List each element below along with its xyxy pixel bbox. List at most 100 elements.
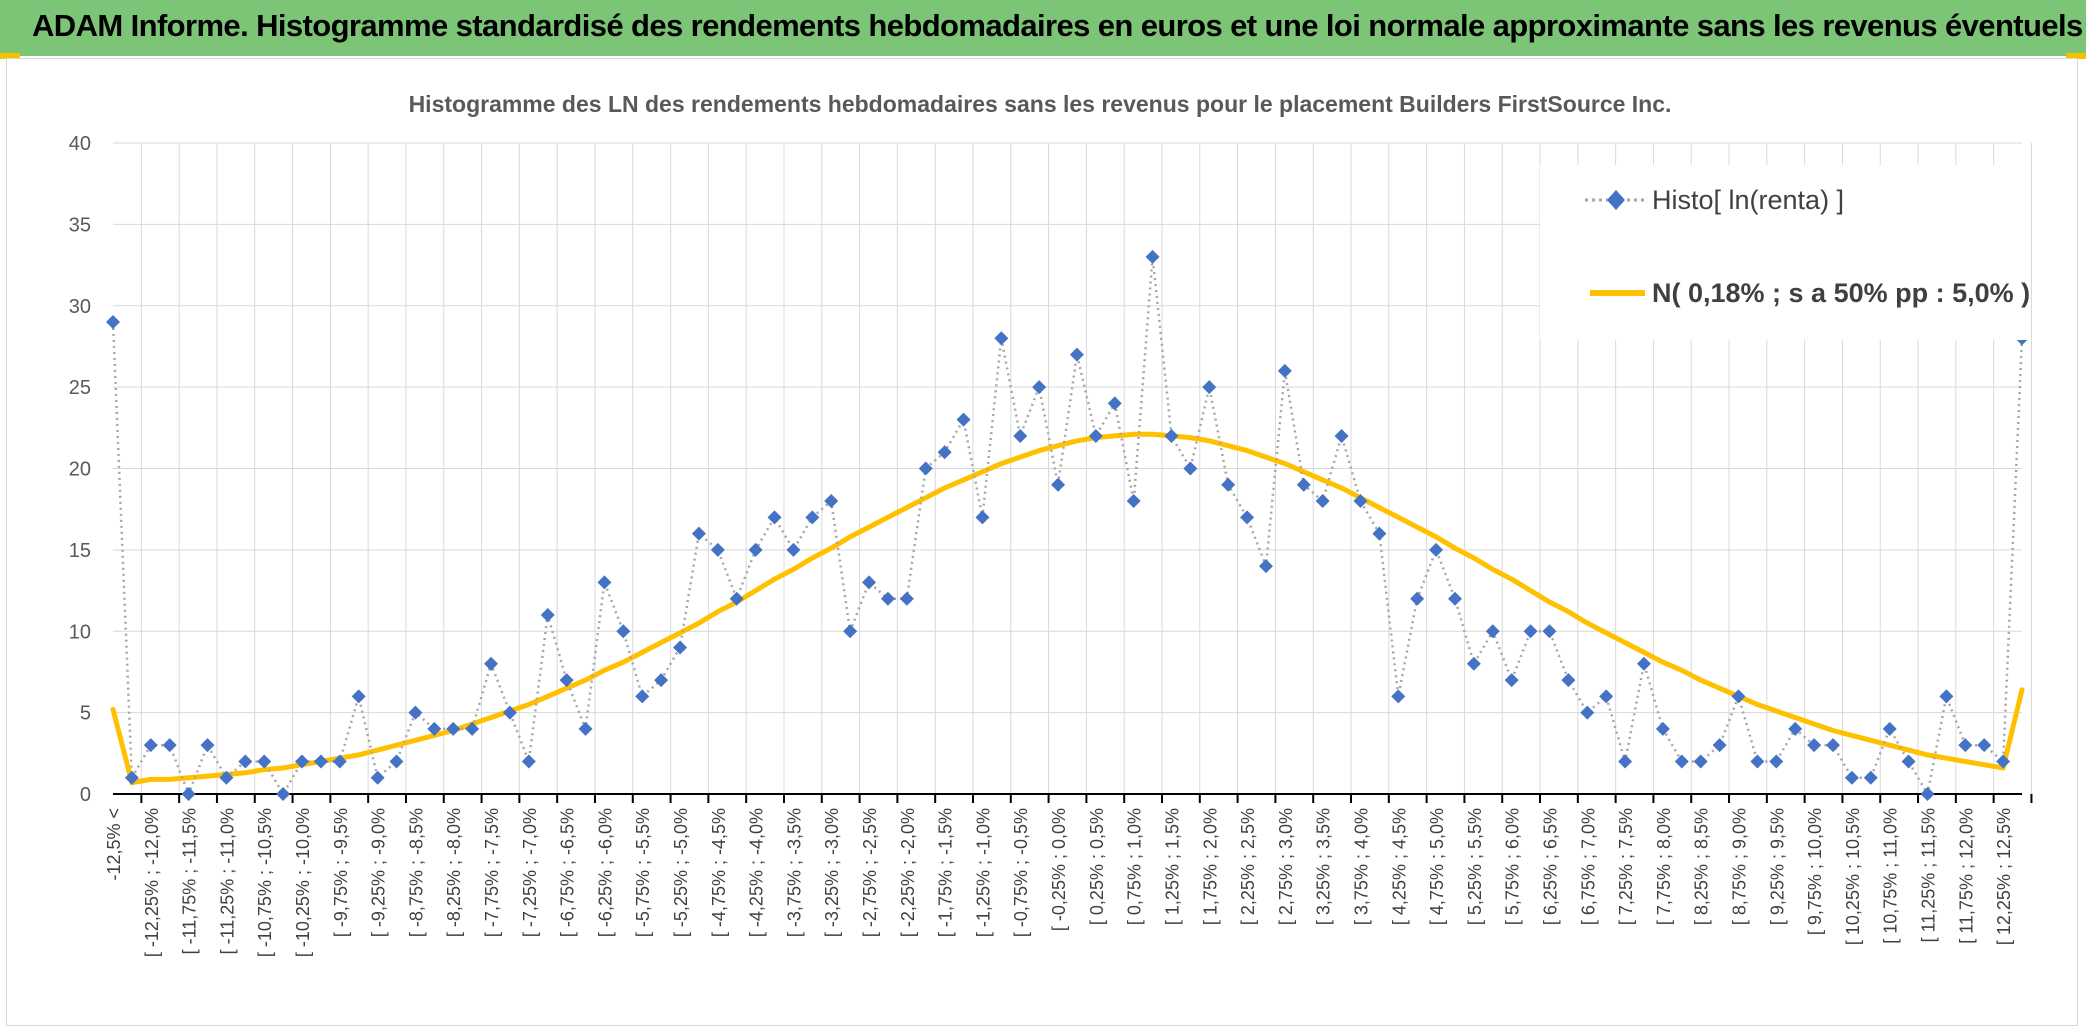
histogram-point xyxy=(673,640,688,655)
x-tick-label: [ 6,75% ; 7,0% xyxy=(1578,808,1598,925)
histogram-point xyxy=(1996,754,2011,769)
histogram-point xyxy=(994,331,1009,346)
x-tick-label: [ -3,75% ; -3,5% xyxy=(784,808,804,937)
histogram-point xyxy=(1126,494,1141,509)
x-tick-label: [ -5,25% ; -5,0% xyxy=(671,808,691,937)
histogram-point xyxy=(918,461,933,476)
chart-frame xyxy=(6,58,2078,1026)
histogram-point xyxy=(1466,656,1481,671)
x-tick-label: [ 10,75% ; 11,0% xyxy=(1881,808,1901,944)
x-tick-label: [ 9,75% ; 10,0% xyxy=(1805,808,1825,935)
histogram-point xyxy=(654,673,669,688)
histogram-point xyxy=(1504,673,1519,688)
histogram-point xyxy=(956,412,971,427)
x-tick-label: [ 1,25% ; 1,5% xyxy=(1162,808,1182,925)
histogram-point xyxy=(1107,396,1122,411)
x-tick-label: [ -9,75% ; -9,5% xyxy=(331,808,351,937)
y-axis-ticks: 0 5 10 15 20 25 30 35 40 xyxy=(69,133,91,806)
x-tick-label: [ 2,25% ; 2,5% xyxy=(1238,808,1258,925)
histogram-point xyxy=(1618,754,1633,769)
histogram-point xyxy=(1013,428,1028,443)
histogram-point xyxy=(1447,591,1462,606)
histogram-point xyxy=(1844,770,1859,785)
x-tick-label: [ 0,75% ; 1,0% xyxy=(1125,808,1145,925)
x-tick-label: -12,5% < xyxy=(104,808,124,881)
legend-histogram-marker xyxy=(1607,190,1625,210)
histogram-series xyxy=(106,249,2029,801)
y-tick-label: 0 xyxy=(80,784,91,806)
x-tick-label: [ -7,25% ; -7,0% xyxy=(520,808,540,937)
histogram-point xyxy=(351,689,366,704)
histogram-point xyxy=(767,510,782,525)
histogram-point xyxy=(937,445,952,460)
histogram-point xyxy=(1674,754,1689,769)
histogram-point xyxy=(899,591,914,606)
histogram-point xyxy=(559,673,574,688)
histogram-point xyxy=(691,526,706,541)
histogram-point xyxy=(1977,738,1992,753)
histogram-point xyxy=(465,721,480,736)
x-tick-label: [ 7,75% ; 8,0% xyxy=(1654,808,1674,925)
histogram-point xyxy=(1769,754,1784,769)
chart-title: Histogramme des LN des rendements hebdom… xyxy=(409,91,1672,117)
x-tick-label: [ 5,75% ; 6,0% xyxy=(1503,808,1523,925)
x-tick-label: [ -4,75% ; -4,5% xyxy=(709,808,729,937)
normal-curve-line xyxy=(110,431,2025,786)
histogram-point xyxy=(295,754,310,769)
histogram-point xyxy=(1277,363,1292,378)
x-tick-label: [ 1,75% ; 2,0% xyxy=(1200,808,1220,925)
histogram-point xyxy=(1202,380,1217,395)
histogram-point xyxy=(200,738,215,753)
histogram-point xyxy=(843,624,858,639)
histogram-point xyxy=(975,510,990,525)
histogram-point xyxy=(1712,738,1727,753)
x-tick-label: [ 12,25% ; 12,5% xyxy=(1994,808,2014,945)
histogram-point xyxy=(1939,689,1954,704)
histogram-point xyxy=(1485,624,1500,639)
histogram-point xyxy=(1334,428,1349,443)
x-tick-label: [ -11,75% ; -11,5% xyxy=(180,808,200,954)
x-tick-label: [ -7,75% ; -7,5% xyxy=(482,808,502,937)
histogram-point xyxy=(484,656,499,671)
histogram-point xyxy=(1542,624,1557,639)
histogram-point xyxy=(1958,738,1973,753)
x-tick-label: [ 3,25% ; 3,5% xyxy=(1314,808,1334,925)
x-tick-label: [ 7,25% ; 7,5% xyxy=(1616,808,1636,925)
legend: Histo[ ln(renta) ] N( 0,18% ; s a 50% pp… xyxy=(1540,165,2030,340)
y-tick-label: 40 xyxy=(69,133,91,155)
x-tick-label: [ 8,25% ; 8,5% xyxy=(1692,808,1712,925)
y-tick-label: 10 xyxy=(69,621,91,643)
x-tick-label: [ 11,75% ; 12,0% xyxy=(1956,808,1976,944)
histogram-point xyxy=(616,624,631,639)
x-tick-label: [ -0,75% ; -0,5% xyxy=(1011,808,1031,937)
histogram-point xyxy=(1391,689,1406,704)
y-tick-label: 25 xyxy=(69,377,91,399)
histogram-point xyxy=(1410,591,1425,606)
histogram-point xyxy=(729,591,744,606)
histogram-point xyxy=(124,770,139,785)
y-tick-label: 15 xyxy=(69,540,91,562)
histogram-point xyxy=(786,542,801,557)
histogram-point xyxy=(1372,526,1387,541)
x-tick-label: [ -3,25% ; -3,0% xyxy=(822,808,842,937)
x-tick-label: [ 2,75% ; 3,0% xyxy=(1276,808,1296,925)
y-tick-label: 20 xyxy=(69,459,91,481)
legend-box xyxy=(1540,165,2030,340)
histogram-point xyxy=(1901,754,1916,769)
histogram-point xyxy=(1221,477,1236,492)
y-tick-label: 35 xyxy=(69,214,91,236)
x-tick-label: [ -9,25% ; -9,0% xyxy=(369,808,389,937)
histogram-point xyxy=(1164,428,1179,443)
normal-curve-series xyxy=(110,431,2025,786)
x-tick-label: [ -2,75% ; -2,5% xyxy=(860,808,880,937)
x-tick-label: [ -11,25% ; -11,0% xyxy=(217,808,237,954)
banner-title: ADAM Informe. Histogramme standardisé de… xyxy=(32,8,2083,43)
x-tick-label: [ -6,25% ; -6,0% xyxy=(595,808,615,937)
histogram-point xyxy=(238,754,253,769)
x-tick-label: [ -10,25% ; -10,0% xyxy=(293,808,313,957)
histogram-point xyxy=(1353,494,1368,509)
histogram-point xyxy=(1051,477,1066,492)
x-tick-label: [ 9,25% ; 9,5% xyxy=(1767,808,1787,925)
histogram-point xyxy=(805,510,820,525)
